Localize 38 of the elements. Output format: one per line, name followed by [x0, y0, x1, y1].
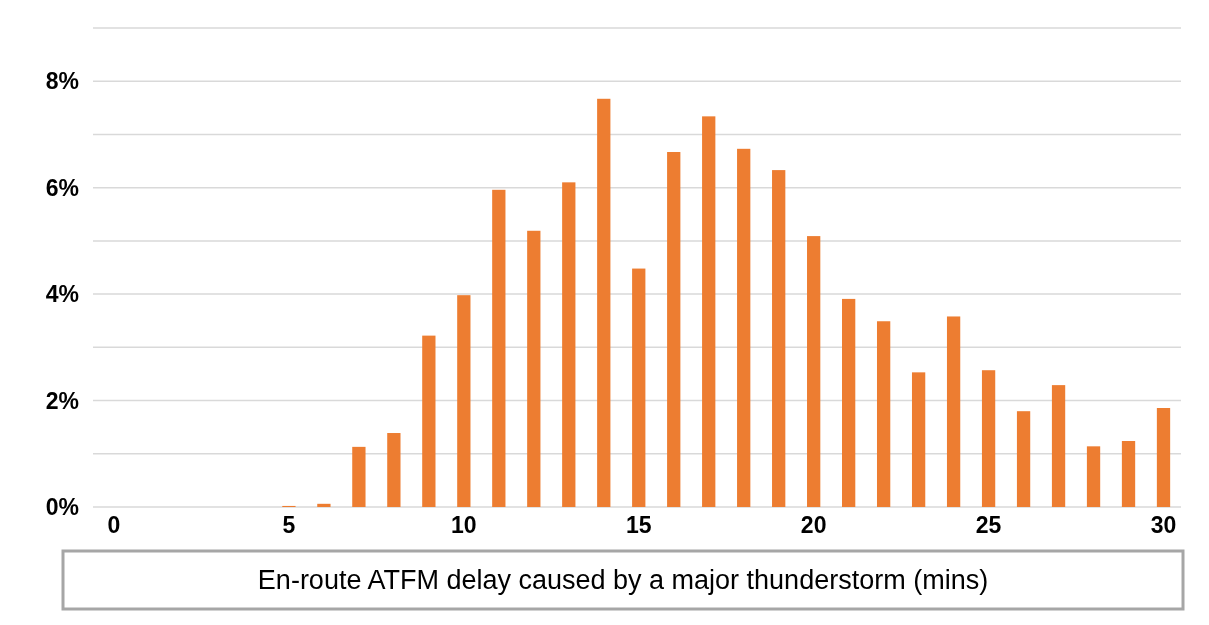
bar	[632, 268, 646, 507]
bar	[807, 236, 821, 507]
bar	[667, 152, 681, 507]
bar	[911, 372, 926, 507]
bar	[352, 446, 366, 507]
bar	[562, 182, 576, 507]
bar	[772, 170, 786, 507]
bar	[1016, 411, 1031, 507]
x-tick-label: 20	[800, 512, 827, 538]
y-tick-label: 6%	[45, 174, 79, 201]
bar	[702, 116, 716, 507]
x-tick-label: 10	[451, 512, 477, 538]
y-tick-label: 4%	[45, 281, 79, 308]
bar	[842, 298, 856, 507]
bar	[1121, 441, 1136, 507]
x-tick-label: 15	[625, 512, 652, 538]
x-tick-label: 25	[975, 512, 1002, 538]
bar	[1051, 385, 1066, 507]
bar	[1086, 446, 1101, 507]
y-tick-label: 2%	[45, 387, 79, 414]
y-tick-label: 0%	[45, 494, 79, 521]
x-axis-title: En-route ATFM delay caused by a major thunderstorm (mins)	[257, 565, 989, 596]
bar	[457, 295, 471, 507]
bar	[946, 316, 961, 507]
bar	[387, 433, 401, 507]
bar	[317, 503, 331, 507]
y-tick-label: 8%	[45, 68, 79, 95]
bar	[422, 335, 436, 507]
bar	[527, 230, 541, 507]
bar	[1156, 408, 1171, 507]
bar	[597, 98, 611, 507]
bar	[981, 370, 996, 507]
bar	[876, 321, 891, 507]
bar	[492, 189, 506, 507]
x-tick-label: 30	[1150, 512, 1177, 538]
x-tick-label: 0	[107, 512, 121, 538]
x-tick-label: 5	[282, 512, 296, 538]
bar	[737, 148, 751, 507]
